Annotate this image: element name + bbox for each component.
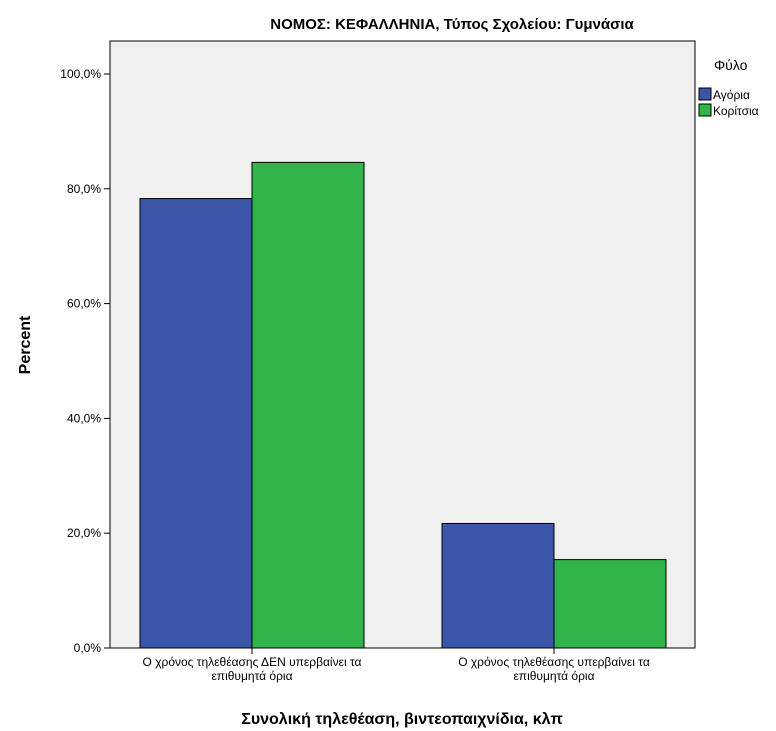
- y-tick-label: 0,0%: [74, 641, 102, 655]
- legend-label: Κορίτσια: [713, 104, 759, 118]
- y-tick-label: 20,0%: [67, 526, 101, 540]
- x-axis-categories: Ο χρόνος τηλεθέασης ΔΕΝ υπερβαίνει τα επι…: [143, 648, 650, 683]
- x-axis-title: Συνολική τηλεθέαση, βιντεοπαιχνίδια, κλπ: [241, 711, 563, 728]
- x-category-label-line: επιθυμητά όρια: [211, 669, 292, 683]
- x-category-label-line: Ο χρόνος τηλεθέασης υπερβαίνει τα: [458, 655, 650, 669]
- y-axis-title: Percent: [17, 315, 34, 374]
- legend-title: Φύλο: [714, 57, 748, 73]
- chart-title: ΝΟΜΟΣ: ΚΕΦΑΛΛΗΝΙΑ, Τύπος Σχολείου: Γυμνά…: [270, 16, 634, 33]
- y-tick-label: 80,0%: [67, 182, 101, 196]
- bar-Αγόρια: [139, 198, 253, 649]
- plot-border: [109, 40, 696, 649]
- legend-swatch: [698, 103, 712, 117]
- legend-swatch: [698, 87, 712, 101]
- x-category-label: Ο χρόνος τηλεθέασης υπερβαίνει τα επιθυμη…: [458, 655, 650, 683]
- x-category-label-line: Ο χρόνος τηλεθέασης ΔΕΝ υπερβαίνει τα: [143, 655, 362, 669]
- x-category-label: Ο χρόνος τηλεθέασης ΔΕΝ υπερβαίνει τα επι…: [143, 655, 362, 683]
- bars: [139, 161, 667, 649]
- bar-Κορίτσια: [251, 161, 365, 649]
- y-tick-label: 60,0%: [67, 297, 101, 311]
- y-tick-label: 40,0%: [67, 411, 101, 425]
- bar-Αγόρια: [441, 522, 555, 649]
- y-tick-label: 100,0%: [60, 67, 101, 81]
- legend-items: Αγόρια Κορίτσια: [698, 87, 759, 118]
- y-axis-ticks: 0,0% 20,0% 40,0% 60,0% 80,0% 100,0%: [60, 67, 110, 655]
- x-category-label-line: επιθυμητά όρια: [513, 669, 594, 683]
- legend: Φύλο Αγόρια Κορίτσια: [698, 57, 759, 118]
- legend-label: Αγόρια: [713, 88, 750, 102]
- bar-Κορίτσια: [553, 559, 667, 649]
